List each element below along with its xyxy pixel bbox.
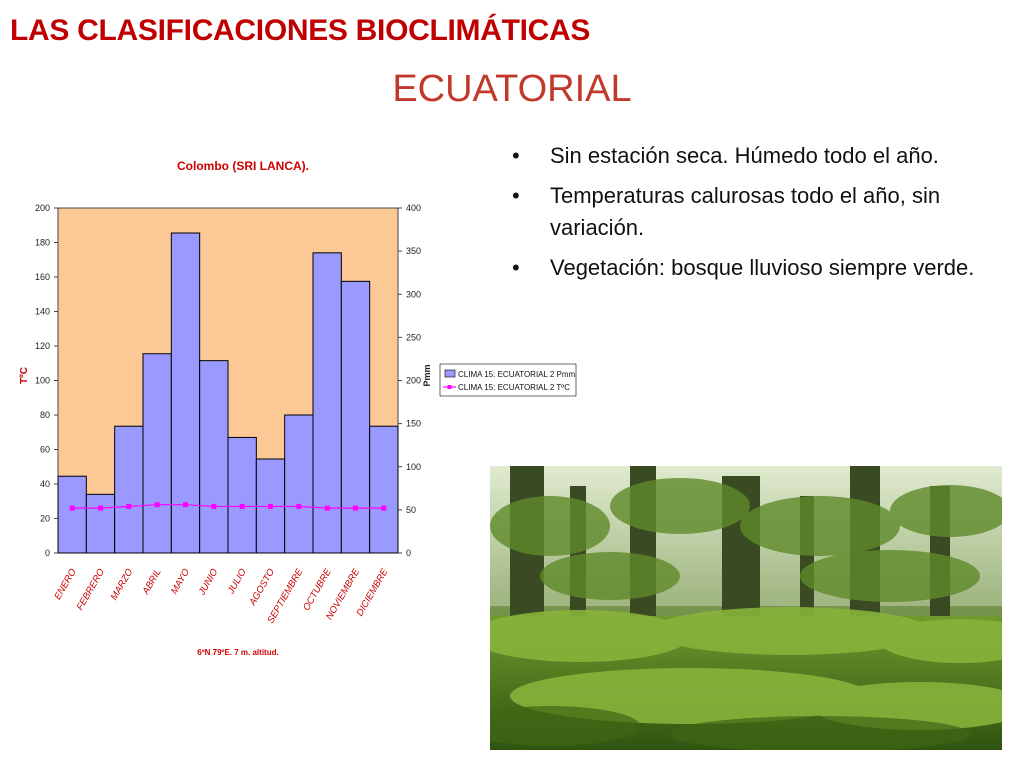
left-axis-tick-label: 100 <box>35 376 50 386</box>
category-label-febrero: FEBRERO <box>75 566 108 612</box>
left-axis-label: TºC <box>19 367 30 384</box>
right-axis-tick-label: 100 <box>406 462 421 472</box>
bullet-dot-icon: • <box>512 255 520 280</box>
category-label-mayo: MAYO <box>169 566 192 596</box>
bullet-text: Temperaturas calurosas todo el año, sin … <box>550 183 941 240</box>
temperature-point-marzo <box>126 503 132 509</box>
temperature-point-septiembre <box>296 503 302 509</box>
bar-julio <box>227 436 257 554</box>
bar-enero <box>57 475 87 554</box>
bar-noviembre <box>340 280 371 554</box>
temperature-point-diciembre <box>381 505 387 511</box>
bullet-item: • Vegetación: bosque lluvioso siempre ver… <box>512 252 1002 284</box>
climate-chart: Colombo (SRI LANCA). 0 20 40 60 80 100 120 140 16… <box>19 159 577 657</box>
legend-label-precip: CLIMA 15: ECUATORIAL 2 Pmm <box>458 370 576 379</box>
bullet-item: • Temperaturas calurosas todo el año, sin… <box>512 180 1002 244</box>
chart-footnote: 6ºN 79ºE. 7 m. altitud. <box>197 648 278 657</box>
bullet-item: • Sin estación seca. Húmedo todo el año. <box>512 140 1002 172</box>
left-axis-tick-label: 120 <box>35 341 50 351</box>
right-axis-tick-label: 400 <box>406 203 421 213</box>
temperature-point-octubre <box>324 505 330 511</box>
category-label-enero: ENERO <box>52 566 79 601</box>
left-axis-tick-label: 140 <box>35 307 50 317</box>
bar-marzo <box>114 425 144 554</box>
left-axis-tick-label: 0 <box>45 548 50 558</box>
bar-septiembre <box>284 414 314 554</box>
temperature-point-junio <box>211 503 217 509</box>
left-axis-tick-label: 180 <box>35 238 50 248</box>
left-axis-tick-label: 20 <box>40 514 50 524</box>
legend-label-temp: CLIMA 15: ECUATORIAL 2 TºC <box>458 383 570 392</box>
temperature-point-noviembre <box>353 505 358 511</box>
temperature-line <box>72 504 384 509</box>
temperature-point-febrero <box>98 505 103 511</box>
category-label-abril: ABRIL <box>140 567 164 597</box>
forest-photo <box>490 466 1002 750</box>
bar-febrero <box>85 493 116 554</box>
left-axis-tick-label: 40 <box>40 479 50 489</box>
category-label-julio: JULIO <box>225 566 249 596</box>
bar-diciembre <box>369 425 399 554</box>
left-axis-tick-label: 80 <box>40 410 50 420</box>
left-axis-tick-label: 60 <box>40 445 50 455</box>
temperature-point-abril <box>154 502 160 508</box>
slide-subtitle-text: ECUATORIAL <box>392 68 632 110</box>
bar-mayo <box>170 232 201 554</box>
right-axis-label: Pmm <box>422 364 432 386</box>
bullet-dot-icon: • <box>512 143 520 168</box>
temperature-point-julio <box>239 503 245 509</box>
right-axis-tick-label: 150 <box>406 419 421 429</box>
temperature-point-agosto <box>268 503 273 509</box>
bullet-list: • Sin estación seca. Húmedo todo el año. … <box>512 140 1002 292</box>
slide-title: LAS CLASIFICACIONES BIOCLIMÁTICAS <box>10 14 591 47</box>
forest-photo-image <box>490 466 1002 750</box>
category-label-agosto: AGOSTO <box>247 566 278 608</box>
bullet-text: Vegetación: bosque lluvioso siempre verd… <box>550 255 975 280</box>
chart-title: Colombo (SRI LANCA). <box>177 159 309 173</box>
temperature-point-mayo <box>183 502 188 508</box>
right-axis-tick-label: 0 <box>406 548 411 558</box>
bullet-text: Sin estación seca. Húmedo todo el año. <box>550 143 939 168</box>
legend-swatch-bars <box>444 369 456 378</box>
bar-octubre <box>312 252 342 554</box>
temperature-point-enero <box>69 505 75 511</box>
legend-marker-temp <box>447 385 452 389</box>
right-axis-tick-label: 50 <box>406 505 416 515</box>
right-axis-tick-label: 350 <box>406 246 421 256</box>
bar-abril <box>142 353 172 554</box>
left-axis-tick-label: 160 <box>35 272 50 282</box>
right-axis-tick-label: 250 <box>406 332 421 342</box>
category-label-junio: JUNIO <box>196 566 221 598</box>
category-label-marzo: MARZO <box>109 566 136 602</box>
legend-box <box>439 363 577 397</box>
bar-junio <box>199 360 229 554</box>
bullet-dot-icon: • <box>512 183 520 208</box>
slide-subtitle: ECUATORIAL <box>0 68 1024 111</box>
left-axis-tick-label: 200 <box>35 203 50 213</box>
right-axis-tick-label: 300 <box>406 289 421 299</box>
right-axis-tick-label: 200 <box>406 376 421 386</box>
